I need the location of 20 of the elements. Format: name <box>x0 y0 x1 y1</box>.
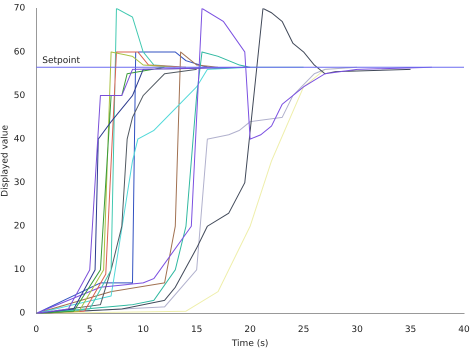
y-tick-label: 0 <box>20 308 26 319</box>
y-tick-label: 60 <box>14 47 26 58</box>
y-tick-label: 70 <box>14 4 26 14</box>
y-tick-label: 50 <box>14 90 26 101</box>
x-tick-label: 30 <box>351 325 364 336</box>
x-tick-label: 15 <box>190 325 202 336</box>
x-tick-label: 5 <box>86 325 93 336</box>
y-tick-label: 40 <box>14 134 26 144</box>
x-tick-label: 10 <box>137 325 150 336</box>
ref-line-label: Setpoint <box>42 56 80 66</box>
x-tick-label: 0 <box>33 325 40 336</box>
x-tick-label: 25 <box>298 325 310 336</box>
x-tick-label: 35 <box>404 325 416 336</box>
x-axis-title: Time (s) <box>230 338 268 349</box>
y-axis-title: Displayed value <box>0 124 11 197</box>
y-tick-label: 20 <box>14 222 26 232</box>
y-tick-label: 10 <box>14 265 26 276</box>
y-tick-label: 30 <box>14 178 26 188</box>
x-tick-label: 20 <box>244 325 256 336</box>
x-tick-label: 40 <box>458 325 470 336</box>
